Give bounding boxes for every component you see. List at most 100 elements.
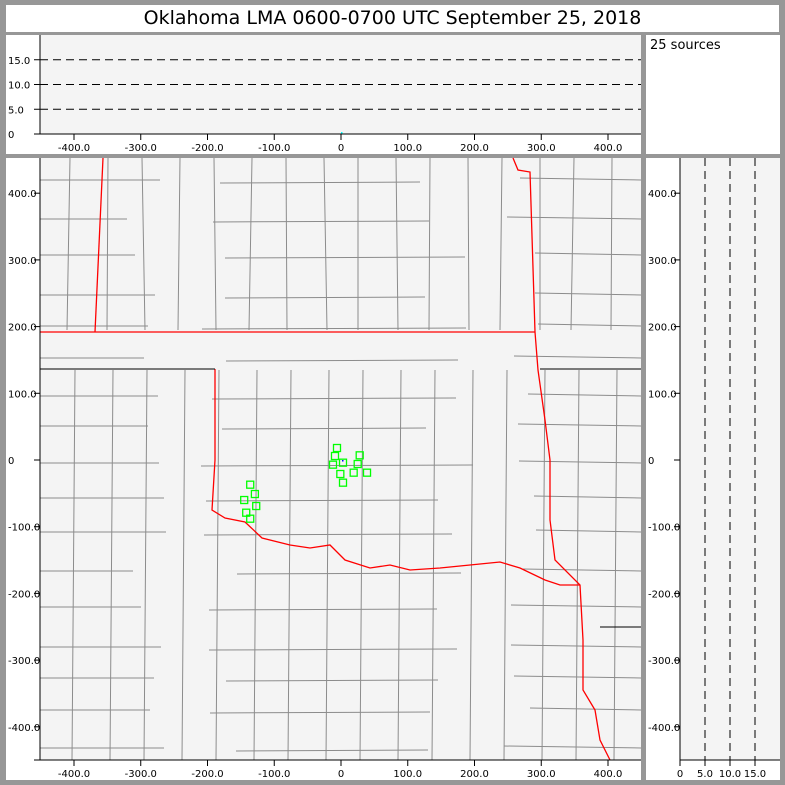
source-count-panel: 25 sources <box>646 35 780 154</box>
map-y-tick-label: 300.0 <box>8 256 37 267</box>
lightning-source <box>338 478 348 487</box>
right-y-tick-label: 100.0 <box>648 389 677 400</box>
county-line <box>499 157 508 761</box>
source-count: 25 sources <box>650 38 721 53</box>
right-y-tick-label: 200.0 <box>648 323 677 334</box>
map-y-tick-label: -400.0 <box>8 723 40 734</box>
lightning-source <box>240 495 249 505</box>
map-x-tick-label: 300.0 <box>527 769 556 780</box>
right-y-tick-label: -300.0 <box>648 656 680 667</box>
red-river-border <box>211 369 580 586</box>
map-x-tick-label: 100.0 <box>393 769 422 780</box>
top-x-tick-label: -100.0 <box>258 143 290 154</box>
lightning-source <box>328 460 338 469</box>
map-x-tick-label: -400.0 <box>58 769 90 780</box>
right-y-tick-label: -200.0 <box>648 589 680 600</box>
colorado-kansas-border <box>94 157 104 333</box>
top-x-tick-label: 100.0 <box>393 143 422 154</box>
county-lines <box>40 157 642 761</box>
lightning-source <box>362 468 372 477</box>
top-x-tick-label: -200.0 <box>191 143 223 154</box>
county-line <box>40 177 642 184</box>
map-y-tick-label: -200.0 <box>8 589 40 600</box>
map-y-tick-label: 400.0 <box>8 189 37 200</box>
top-x-tick-label: 0 <box>338 143 344 154</box>
right-y-tick-label: 400.0 <box>648 189 677 200</box>
county-line <box>248 157 258 761</box>
county-line <box>40 216 642 223</box>
county-line <box>141 157 148 761</box>
map-x-tick-label: 0 <box>338 769 344 780</box>
county-line <box>40 644 642 651</box>
county-line <box>40 355 642 362</box>
county-line <box>40 604 642 611</box>
oklahoma-arkansas-border <box>534 331 611 761</box>
right-y-tick-label: -400.0 <box>648 723 680 734</box>
right-x-tick-label: 10.0 <box>719 769 741 780</box>
county-line <box>570 157 580 761</box>
lightning-source <box>246 514 255 523</box>
map-y-tick-label: -100.0 <box>8 523 40 534</box>
county-line <box>539 158 546 761</box>
county-line <box>610 157 618 761</box>
county-line <box>40 495 642 502</box>
county-line <box>40 292 642 299</box>
county-line <box>106 157 114 761</box>
plot-title: Oklahoma LMA 0600-0700 UTC September 25,… <box>6 5 779 32</box>
top-source-dot <box>341 132 343 134</box>
kansas-missouri-border <box>512 157 536 333</box>
county-line <box>40 529 642 536</box>
map-x-tick-label: -200.0 <box>191 769 223 780</box>
top-y-tick-label: 0 <box>8 130 14 141</box>
map-x-tick-label: -300.0 <box>125 769 157 780</box>
right-x-tick-label: 15.0 <box>744 769 766 780</box>
county-line <box>40 568 642 575</box>
lightning-source <box>330 451 340 461</box>
county-line <box>40 323 642 330</box>
top-y-tick-label: 5.0 <box>8 105 24 116</box>
lightning-source <box>338 458 348 467</box>
map-y-tick-label: 100.0 <box>8 389 37 400</box>
map-y-tick-label: 200.0 <box>8 323 37 334</box>
map-x-tick-label: 400.0 <box>594 769 623 780</box>
right-x-tick-label: 5.0 <box>697 769 713 780</box>
county-line <box>395 157 402 761</box>
top-y-tick-label: 15.0 <box>8 56 30 67</box>
right-x-tick-label: 0 <box>677 769 683 780</box>
lightning-source <box>355 451 364 460</box>
county-line <box>213 157 220 761</box>
right-y-tick-label: 300.0 <box>648 256 677 267</box>
county-line <box>285 157 292 761</box>
top-y-tick-label: 10.0 <box>8 81 30 92</box>
top-x-tick-label: 200.0 <box>460 143 489 154</box>
top-x-tick-label: -400.0 <box>58 143 90 154</box>
lightning-source <box>250 489 260 499</box>
top-x-tick-label: -300.0 <box>125 143 157 154</box>
lightning-source <box>252 501 261 511</box>
top-x-tick-label: 400.0 <box>594 143 623 154</box>
map-y-tick-label: 0 <box>8 456 14 467</box>
right-y-tick-label: -100.0 <box>648 523 680 534</box>
county-line <box>66 157 76 761</box>
county-line <box>40 393 642 400</box>
lightning-source <box>349 468 358 477</box>
county-line <box>40 252 642 259</box>
lightning-source <box>353 459 362 469</box>
map-source-dot <box>342 460 344 462</box>
county-line <box>40 707 642 714</box>
map-y-tick-label: -300.0 <box>8 656 40 667</box>
county-line <box>428 157 436 761</box>
map-x-tick-label: 200.0 <box>460 769 489 780</box>
county-line <box>177 157 186 761</box>
county-line <box>323 157 330 761</box>
map-x-tick-label: -100.0 <box>258 769 290 780</box>
lightning-source <box>336 469 345 479</box>
county-line <box>40 675 642 682</box>
lightning-source <box>332 443 342 453</box>
top-x-tick-label: 300.0 <box>527 143 556 154</box>
county-line <box>40 423 642 430</box>
right-y-tick-label: 0 <box>648 456 654 467</box>
lightning-source <box>246 480 255 489</box>
county-line <box>40 745 642 752</box>
